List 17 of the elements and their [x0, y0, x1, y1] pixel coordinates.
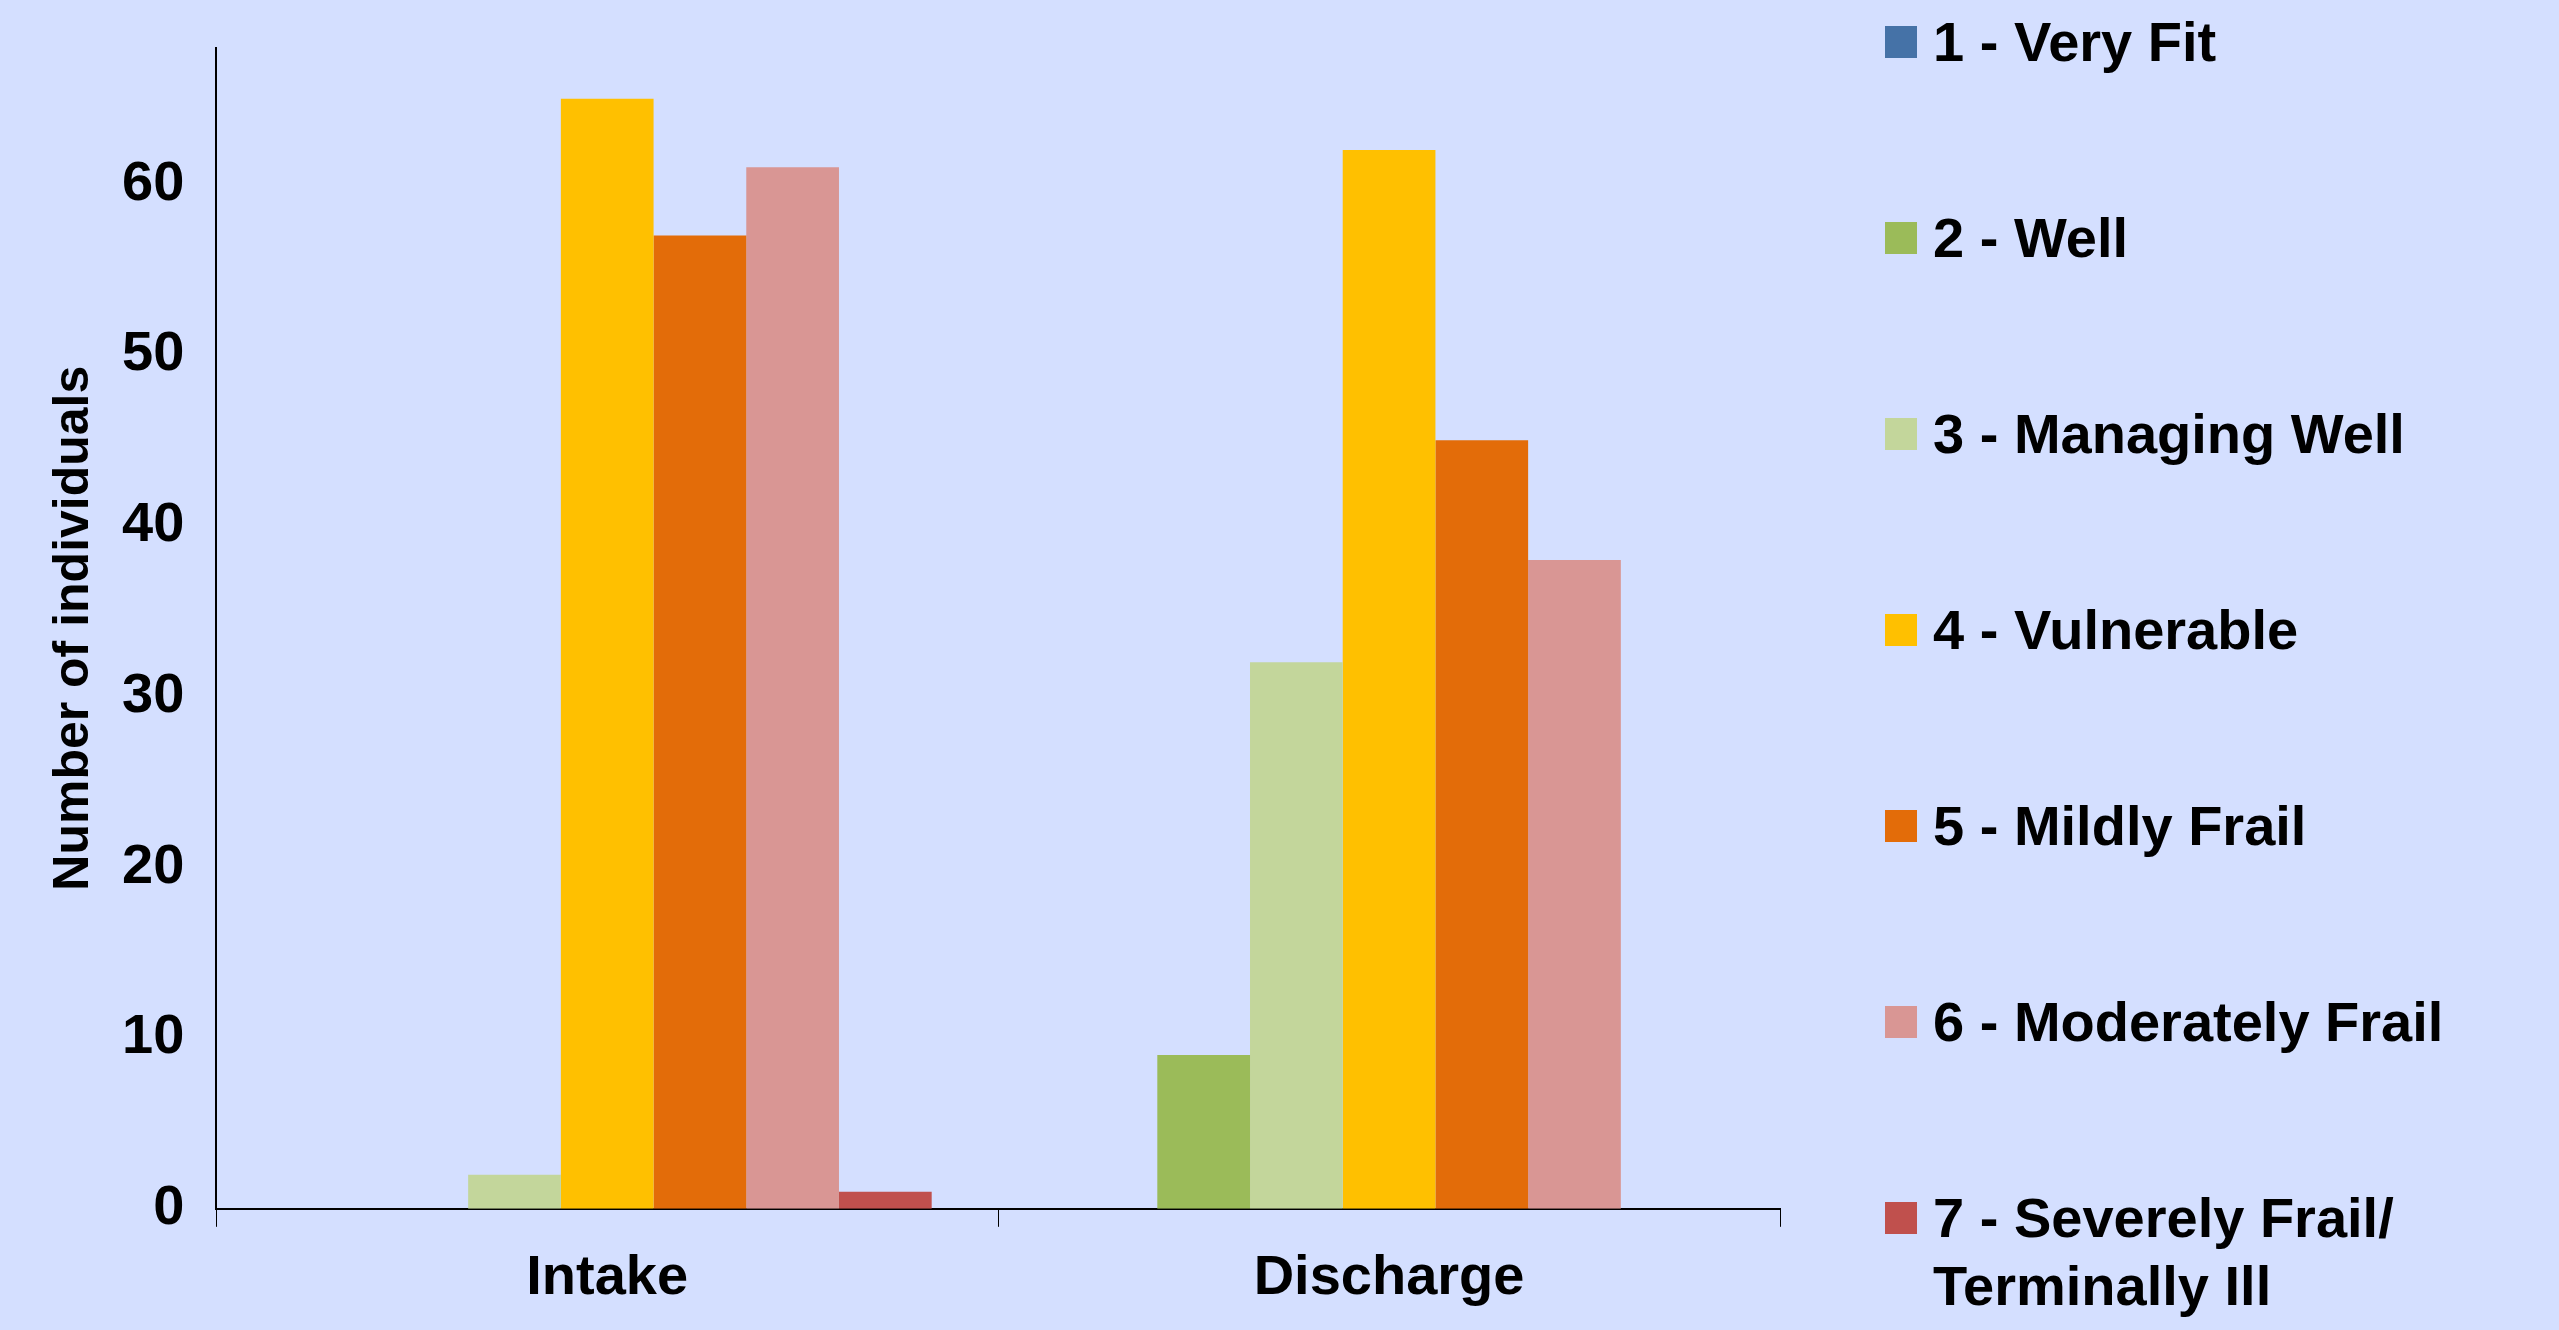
y-tick-label: 30 — [121, 660, 185, 724]
x-tick-label: Discharge — [1253, 1242, 1525, 1306]
legend-label: 4 - Vulnerable — [1933, 597, 2300, 663]
legend-label: 3 - Managing Well — [1933, 401, 2406, 467]
y-tick-label: 40 — [121, 490, 185, 554]
y-axis-title: Number of individuals — [42, 365, 99, 891]
x-tick-label: Intake — [526, 1242, 689, 1306]
legend-label: 2 - Well — [1933, 205, 2129, 271]
legend-label: 7 - Severely Frail/ Terminally Ill — [1933, 1185, 2395, 1319]
legend-label: 1 - Very Fit — [1933, 9, 2218, 75]
y-tick-label: 20 — [121, 831, 185, 895]
y-tick-label: 10 — [121, 1002, 185, 1066]
y-tick-label: 0 — [153, 1173, 185, 1237]
legend-label: 6 - Moderately Frail — [1933, 989, 2445, 1055]
y-tick-label: 60 — [121, 148, 185, 212]
y-tick-label: 50 — [121, 319, 185, 383]
legend-label: 5 - Mildly Frail — [1933, 793, 2308, 859]
